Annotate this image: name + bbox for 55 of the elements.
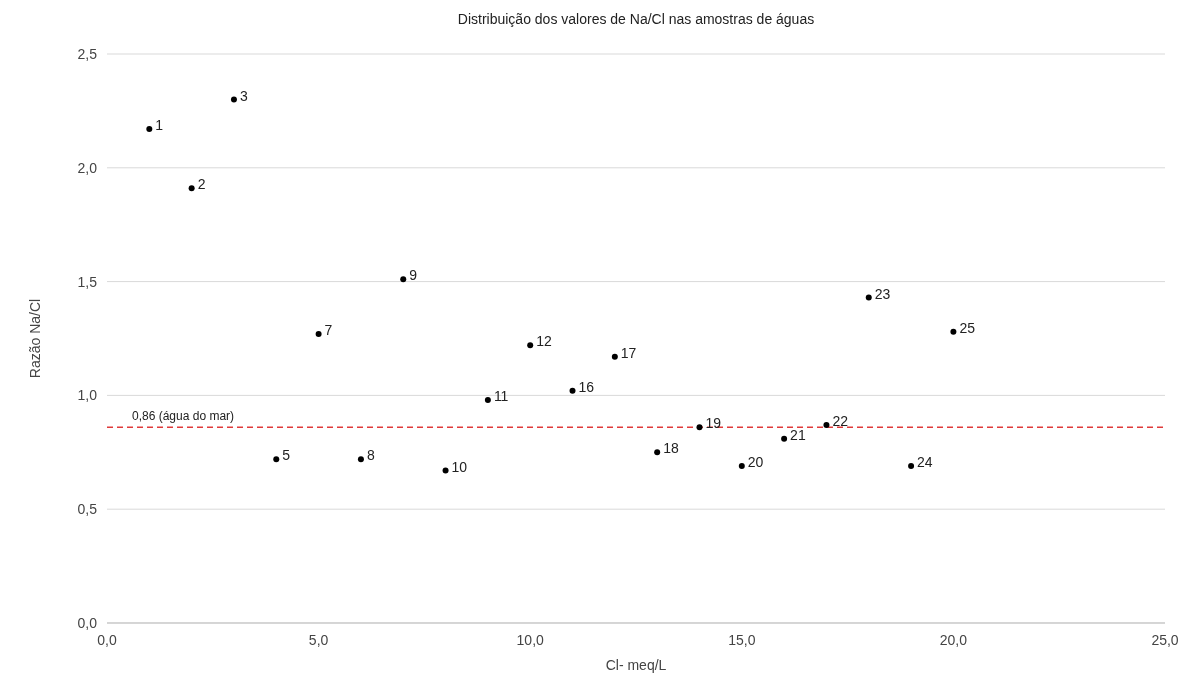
- annotation: 21: [790, 426, 806, 443]
- annotation: 8: [366, 447, 375, 464]
- annotation: 16: [578, 378, 595, 395]
- y-tick-label: 0,0: [77, 614, 98, 631]
- point: [357, 456, 364, 463]
- y-tick-label: 1,0: [77, 387, 98, 404]
- annotation: 11: [493, 387, 509, 404]
- x-tick-label: 20,0: [939, 632, 968, 648]
- point: [442, 467, 449, 474]
- annotation: 12: [536, 333, 552, 350]
- annotation: 18: [663, 440, 679, 457]
- point: [273, 456, 280, 463]
- x-tick-label: 25,0: [1151, 632, 1179, 648]
- y-tick-label: 2,0: [77, 159, 98, 176]
- point: [484, 396, 491, 403]
- annotation: 2: [197, 176, 206, 193]
- point: [654, 449, 661, 456]
- x-tick-label: 15,0: [728, 632, 756, 648]
- point: [781, 435, 788, 442]
- point: [738, 462, 745, 469]
- annotation: 5: [282, 447, 291, 464]
- point: [611, 353, 618, 360]
- point: [188, 185, 195, 192]
- annotation: 3: [239, 87, 248, 104]
- chart-title: Distribuição dos valores de Na/Cl nas amostras de águas: [457, 11, 815, 27]
- annotation: 9: [409, 267, 418, 284]
- point: [230, 96, 237, 103]
- annotation: 24: [917, 453, 933, 470]
- y-tick-label: 0,5: [77, 501, 98, 518]
- annotation: 23: [874, 285, 891, 302]
- annotation: 7: [324, 321, 333, 338]
- y-tick-label: 1,5: [77, 273, 98, 290]
- x-tick-label: 10,0: [516, 632, 545, 648]
- y-axis-title: Razão Na/Cl: [27, 298, 43, 379]
- annotation: 22: [832, 412, 849, 429]
- point: [315, 330, 322, 337]
- annotation: 17: [620, 344, 637, 361]
- point: [146, 126, 153, 133]
- y-tick-label: 2,5: [77, 45, 98, 62]
- annotation: 25: [959, 319, 976, 336]
- point: [950, 328, 957, 335]
- point: [527, 342, 534, 349]
- x-tick-label: 5,0: [308, 632, 329, 648]
- annotation: 20: [747, 453, 764, 470]
- point: [865, 294, 872, 301]
- x-tick-label: 0,0: [97, 632, 117, 648]
- point: [400, 276, 407, 283]
- point: [908, 462, 915, 469]
- point: [823, 421, 830, 428]
- annotation: 10: [451, 458, 468, 475]
- ref-line-label: 0,86 (água do mar): [132, 409, 235, 424]
- point: [569, 387, 576, 394]
- point: [696, 424, 703, 431]
- annotation: 1: [155, 117, 164, 134]
- x-axis-title: Cl- meq/L: [605, 657, 667, 673]
